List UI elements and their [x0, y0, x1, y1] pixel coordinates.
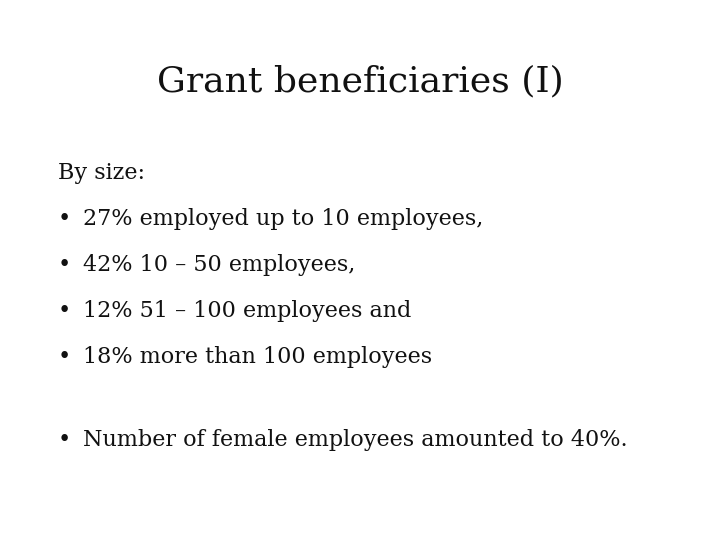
Text: Grant beneficiaries (I): Grant beneficiaries (I) — [157, 65, 563, 99]
Text: •: • — [58, 208, 71, 230]
Text: 42% 10 – 50 employees,: 42% 10 – 50 employees, — [83, 254, 355, 276]
Text: •: • — [58, 254, 71, 276]
Text: By size:: By size: — [58, 162, 145, 184]
Text: Number of female employees amounted to 40%.: Number of female employees amounted to 4… — [83, 429, 627, 451]
Text: •: • — [58, 346, 71, 368]
Text: 12% 51 – 100 employees and: 12% 51 – 100 employees and — [83, 300, 411, 322]
Text: •: • — [58, 300, 71, 322]
Text: 27% employed up to 10 employees,: 27% employed up to 10 employees, — [83, 208, 483, 230]
Text: 18% more than 100 employees: 18% more than 100 employees — [83, 346, 432, 368]
Text: •: • — [58, 429, 71, 451]
